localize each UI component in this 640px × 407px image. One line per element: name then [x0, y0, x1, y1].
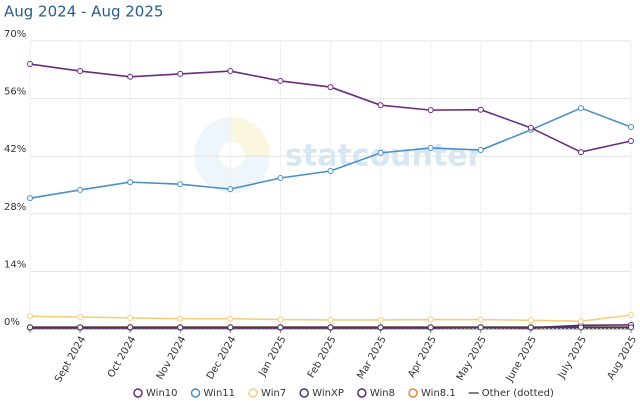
point: [27, 324, 33, 331]
point: [628, 123, 634, 130]
y-tick-label: 28%: [4, 202, 26, 213]
point: [77, 68, 84, 75]
point: [527, 324, 534, 331]
point: [277, 316, 284, 323]
y-tick-label: 14%: [4, 259, 26, 270]
point: [227, 68, 234, 75]
point: [127, 73, 134, 80]
point: [227, 186, 234, 193]
x-tick-label: Sept 2024: [53, 335, 88, 385]
x-tick-label: Feb 2025: [306, 335, 339, 381]
point: [427, 316, 434, 323]
point: [127, 314, 134, 321]
point: [177, 70, 184, 77]
y-tick-label: 0%: [4, 317, 20, 328]
point: [177, 315, 184, 322]
legend-swatch: [248, 388, 258, 398]
point: [477, 316, 484, 323]
chart-title: Aug 2024 - Aug 2025: [4, 3, 163, 21]
point: [127, 324, 134, 331]
point: [577, 318, 584, 325]
point: [477, 324, 484, 331]
point: [277, 324, 284, 331]
watermark-logo: [194, 117, 270, 193]
point: [277, 77, 284, 84]
point: [127, 179, 134, 186]
point: [27, 61, 33, 68]
legend-item: Win7: [248, 388, 286, 399]
legend-item: WinXP: [299, 388, 344, 399]
point: [27, 313, 33, 320]
legend-label: Win8: [370, 388, 395, 399]
point: [77, 314, 84, 321]
legend-swatch: [357, 388, 367, 398]
legend-item: Win11: [190, 388, 236, 399]
point: [177, 324, 184, 331]
legend-item: Win10: [133, 388, 178, 399]
legend-swatch: [408, 388, 418, 398]
legend-item: Win8.1: [408, 388, 456, 399]
x-tick-label: Apr 2025: [406, 335, 438, 380]
x-tick-label: Dec 2024: [205, 335, 239, 382]
point: [277, 175, 284, 182]
point: [177, 181, 184, 188]
point: [628, 324, 634, 331]
point: [577, 105, 584, 112]
point: [227, 315, 234, 322]
point: [527, 124, 534, 131]
y-tick-label: 42%: [4, 144, 26, 155]
y-tick-label: 56%: [4, 87, 26, 98]
point: [227, 324, 234, 331]
legend-label: Win11: [204, 388, 236, 399]
point: [77, 186, 84, 193]
point: [77, 324, 84, 331]
point: [527, 317, 534, 324]
legend-swatch: [299, 388, 309, 398]
legend-item: Win8: [357, 388, 395, 399]
legend-label: Win7: [261, 388, 286, 399]
point: [577, 149, 584, 156]
legend-swatch: [133, 388, 143, 398]
point: [477, 147, 484, 154]
point: [377, 149, 384, 156]
legend-swatch: [190, 388, 201, 398]
point: [327, 324, 334, 331]
point: [477, 106, 484, 113]
point: [427, 324, 434, 331]
point: [327, 316, 334, 323]
x-tick-label: June 2025: [504, 335, 539, 385]
point: [327, 168, 334, 175]
x-tick-label: Jan 2025: [257, 335, 289, 380]
point: [377, 316, 384, 323]
legend-label: Win8.1: [421, 388, 456, 399]
x-tick-label: Nov 2024: [155, 335, 189, 382]
legend-label: Other (dotted): [482, 388, 554, 399]
point: [427, 144, 434, 151]
x-tick-label: July 2025: [556, 335, 589, 382]
point: [377, 324, 384, 331]
x-tick-label: Aug 2025: [606, 335, 640, 382]
point: [628, 312, 634, 319]
y-tick-label: 70%: [4, 29, 26, 40]
point: [577, 324, 584, 331]
point: [377, 102, 384, 109]
point: [27, 195, 33, 202]
legend-label: Win10: [146, 388, 178, 399]
x-tick-label: May 2025: [455, 335, 489, 383]
legend-item: Other (dotted): [468, 388, 554, 399]
point: [628, 137, 634, 144]
point: [327, 84, 334, 91]
x-tick-label: Mar 2025: [356, 335, 389, 382]
point: [427, 107, 434, 114]
legend-label: WinXP: [312, 388, 344, 399]
x-tick-label: Oct 2024: [106, 335, 138, 380]
